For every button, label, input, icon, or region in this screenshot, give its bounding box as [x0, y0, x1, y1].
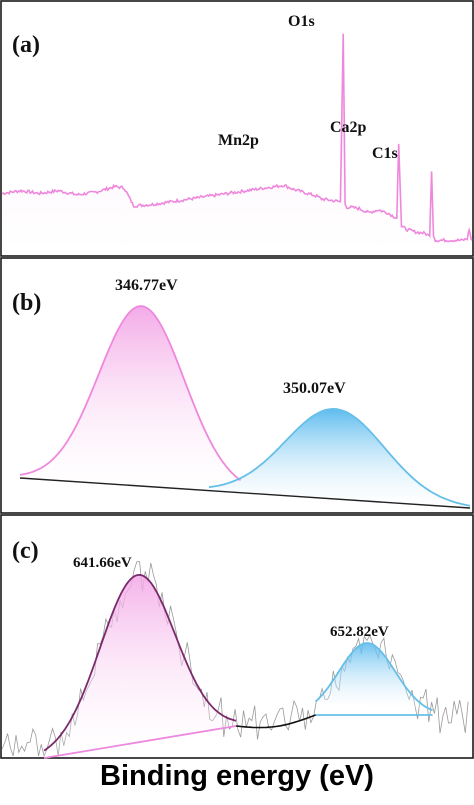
panel-b-letter: (b) — [12, 290, 41, 316]
annotation-ca2p: Ca2p — [330, 119, 367, 136]
annotation-o1s: O1s — [288, 13, 315, 30]
panel-a-frame — [0, 0, 474, 257]
panel-b-peak-2-line — [208, 407, 471, 507]
panel-c-peak-1-label: 641.66eV — [73, 555, 132, 571]
panel-c-peak-2-fill — [315, 643, 433, 711]
panel-b-peak-1-line — [19, 305, 242, 482]
panel-a-spectrum-line — [1, 33, 473, 243]
panel-b-peak-1-fill — [20, 306, 241, 493]
panel-b: (b) 346.77eV 350.07eV — [0, 257, 474, 514]
annotation-c1s: C1s — [372, 145, 398, 162]
panel-b-frame — [0, 257, 474, 514]
panel-b-peak-1-label: 346.77eV — [115, 277, 178, 294]
xps-figure: (a) Mn2p O1s Ca2p C1s (b) 346.77eV 350.0… — [0, 0, 474, 759]
panel-c-peak-2-label: 652.82eV — [330, 624, 389, 640]
panel-c-peak-1-fill — [44, 574, 236, 758]
panel-a-fill — [2, 33, 472, 254]
panel-b-peak-2-label: 350.07eV — [283, 380, 346, 397]
panel-a-letter: (a) — [12, 32, 40, 58]
panel-b-peak-2-fill — [209, 408, 470, 508]
annotation-mn2p: Mn2p — [218, 132, 259, 149]
panel-c-peak-1-baseline — [43, 725, 237, 759]
panel-c: (c) 641.66eV 652.82eV — [0, 514, 474, 759]
panel-c-peak-2-line — [314, 642, 433, 712]
panel-a: (a) Mn2p O1s Ca2p C1s — [0, 0, 474, 257]
panel-c-envelope — [235, 714, 316, 729]
x-axis-label: Binding energy (eV) — [100, 760, 374, 792]
panel-c-peak-1-line — [43, 573, 237, 752]
panel-c-letter: (c) — [12, 538, 39, 564]
panel-b-baseline — [19, 477, 471, 509]
panel-c-frame — [0, 514, 474, 759]
